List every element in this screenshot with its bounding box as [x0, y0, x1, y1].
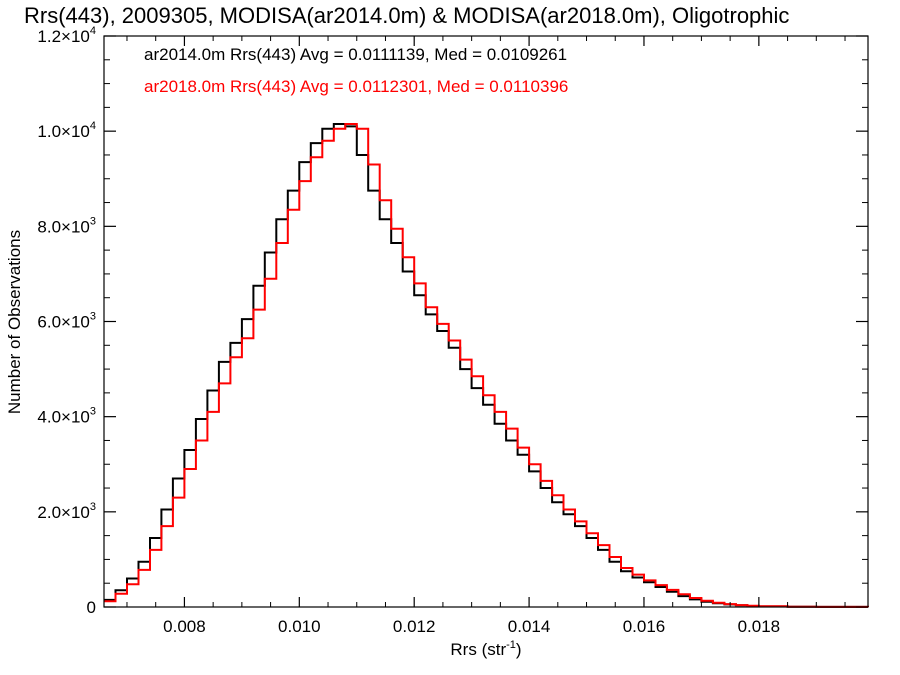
x-tick-label: 0.010 — [278, 617, 321, 636]
x-axis-label-close: ) — [516, 640, 522, 659]
y-tick-label: 1.0×104 — [37, 120, 96, 141]
x-axis-label: Rrs (str-1) — [450, 639, 521, 659]
x-tick-label: 0.012 — [393, 617, 436, 636]
series-layer — [104, 123, 869, 608]
x-tick-label: 0.008 — [163, 617, 206, 636]
y-axis: 0 2.0×103 4.0×103 6.0×103 8.0×103 1.0×104 1.2×… — [37, 25, 868, 617]
x-tick-label: 0.016 — [623, 617, 666, 636]
y-tick-label: 2.0×103 — [37, 501, 96, 522]
x-tick-label: 0.014 — [508, 617, 551, 636]
y-tick-label: 0 — [87, 598, 96, 617]
legend-entry-ar2014: ar2014.0m Rrs(443) Avg = 0.0111139, Med … — [144, 45, 567, 64]
plot-frame — [103, 35, 869, 608]
y-tick-label: 1.2×104 — [37, 25, 96, 46]
x-axis-label-sup: -1 — [506, 639, 516, 651]
chart-title: Rrs(443), 2009305, MODISA(ar2014.0m) & M… — [24, 3, 789, 28]
y-axis-label: Number of Observations — [5, 230, 24, 414]
legend: ar2014.0m Rrs(443) Avg = 0.0111139, Med … — [144, 45, 568, 96]
legend-entry-ar2018: ar2018.0m Rrs(443) Avg = 0.0112301, Med … — [144, 77, 568, 96]
y-tick-label: 8.0×103 — [37, 215, 96, 236]
y-tick-label: 6.0×103 — [37, 311, 96, 332]
x-axis: 0.008 0.010 0.012 0.014 0.016 0.018 — [126, 36, 846, 636]
x-tick-label: 0.018 — [738, 617, 781, 636]
y-tick-label: 4.0×103 — [37, 406, 96, 427]
series-line-ar2014 — [104, 123, 869, 608]
x-axis-label-text: Rrs (str — [450, 640, 506, 659]
series-line-ar2018 — [104, 123, 869, 608]
